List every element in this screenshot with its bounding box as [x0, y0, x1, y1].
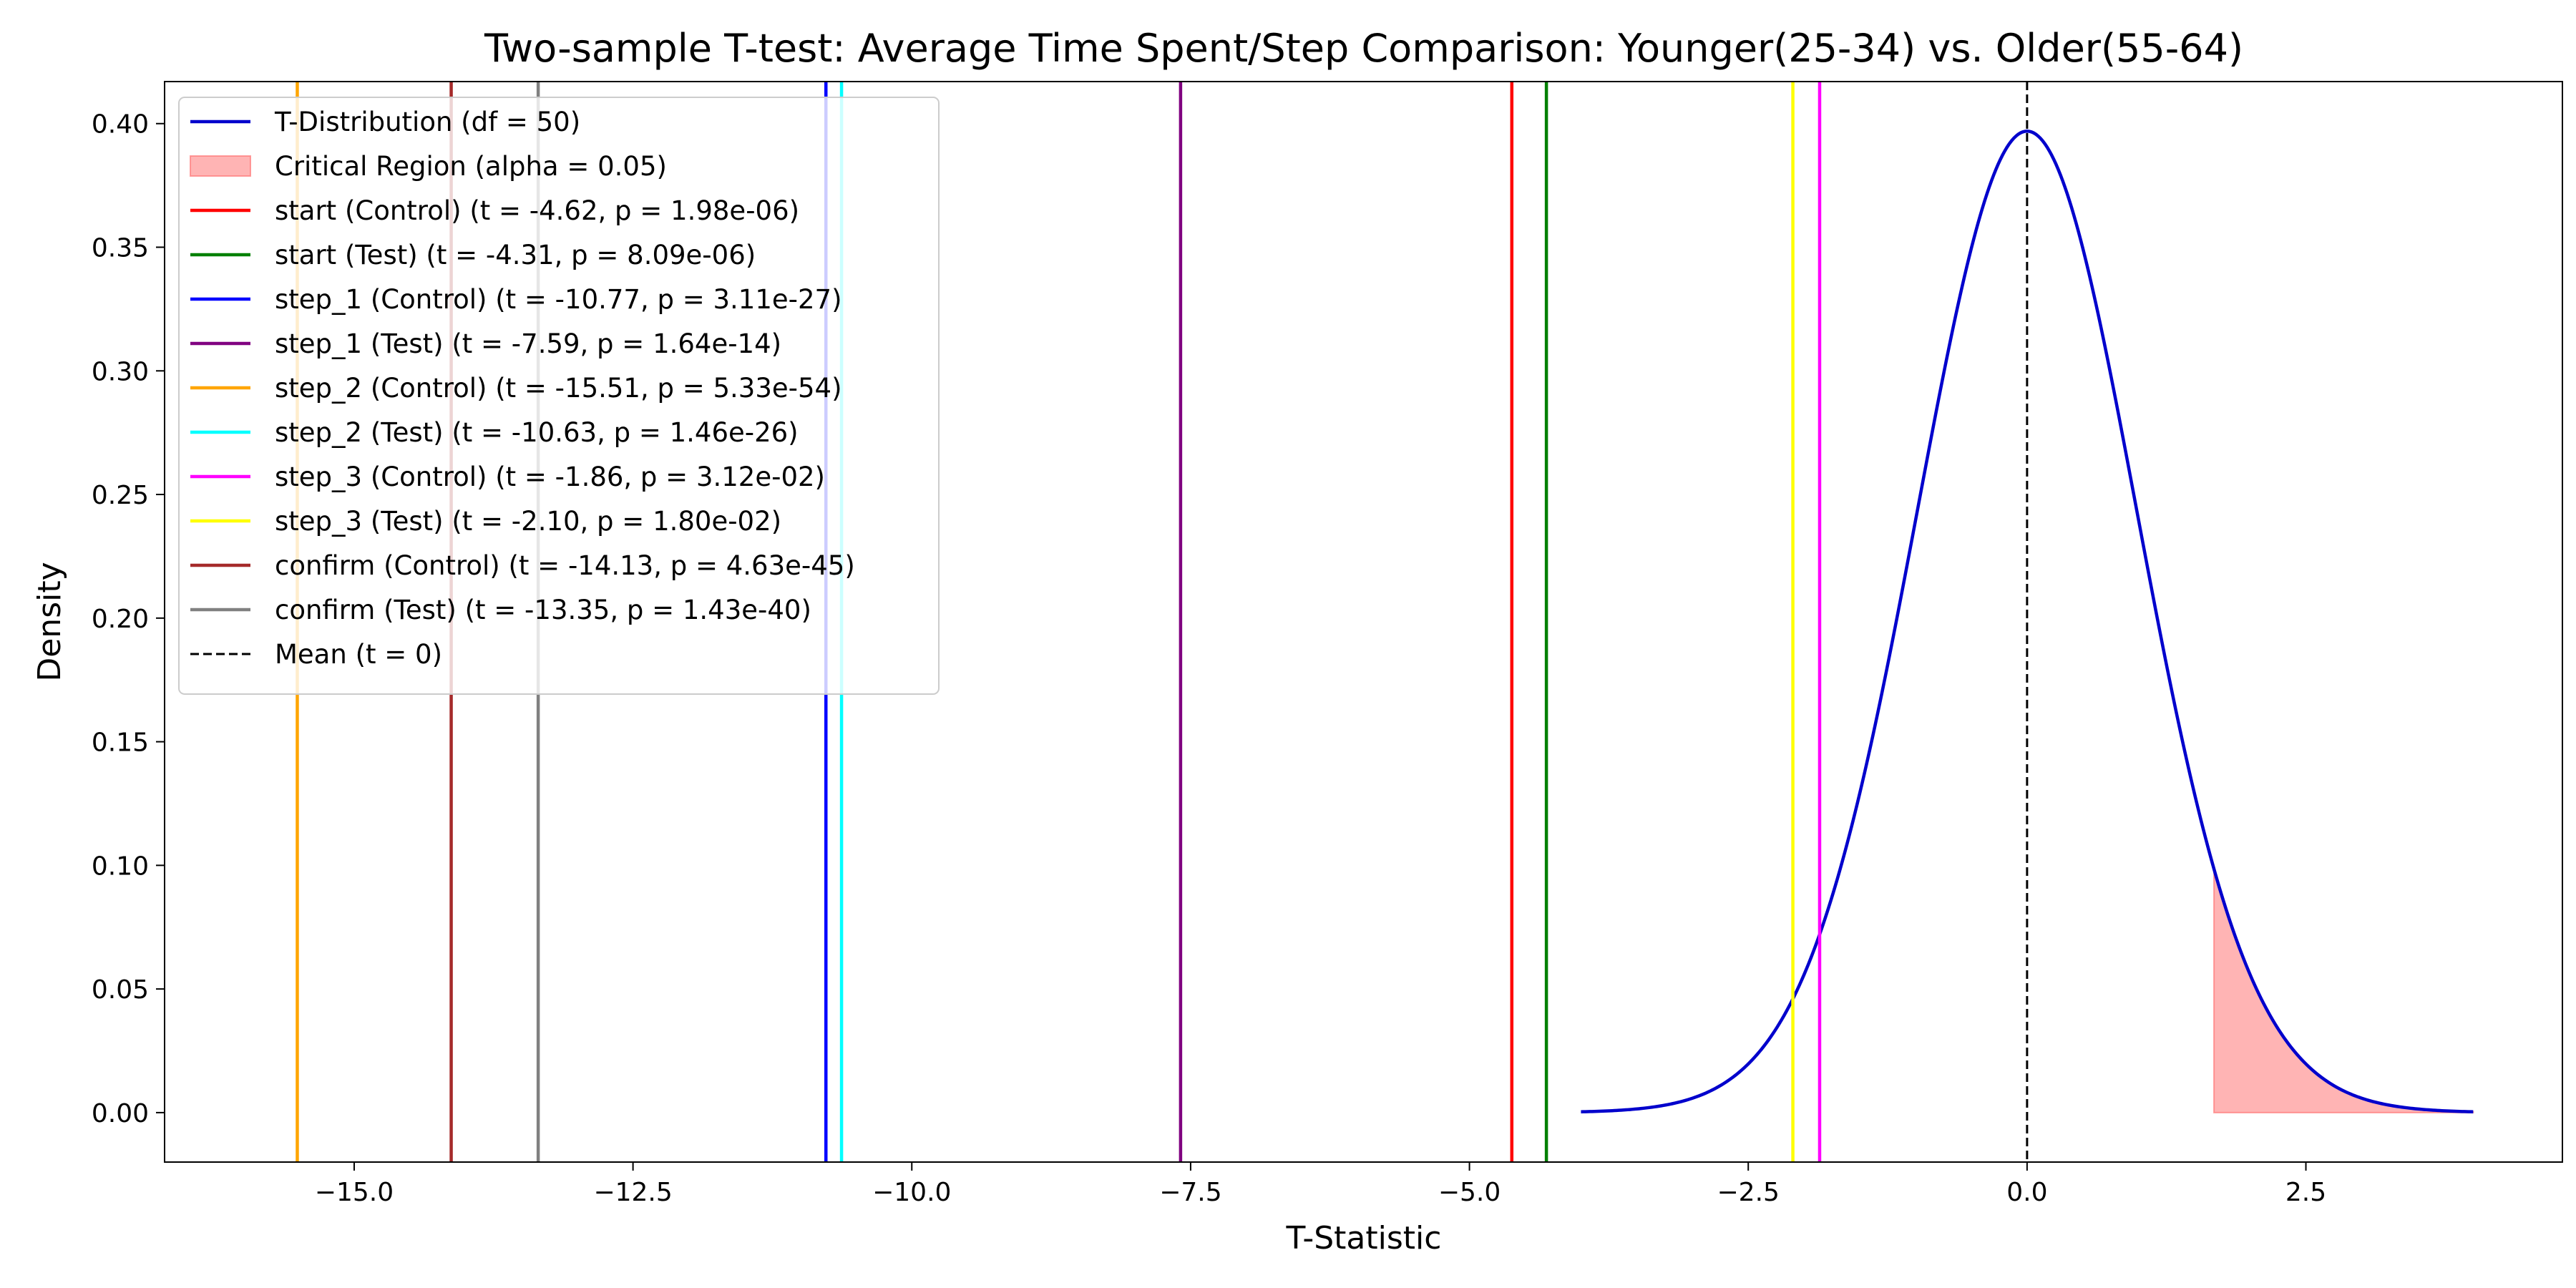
legend-label: step_1 (Control) (t = -10.77, p = 3.11e-… — [275, 284, 842, 315]
axes: −15.0 −12.5 −10.0 −7.5 −5.0 −2.5 0.0 2.5 0.00 0.0… — [92, 81, 2563, 1207]
legend-entry-distribution: T-Distribution (df = 50) — [190, 107, 580, 137]
x-tick-label-2: −10.0 — [872, 1178, 951, 1207]
chart-title: Two-sample T-test: Average Time Spent/St… — [484, 26, 2243, 71]
critical-region-fill — [2213, 869, 2474, 1113]
y-axis-label: Density — [31, 562, 68, 681]
x-tick-label-6: 0.0 — [2006, 1178, 2047, 1207]
y-tick-label-5: 0.25 — [92, 481, 149, 510]
legend-box — [178, 97, 940, 695]
legend-label: confirm (Control) (t = -14.13, p = 4.63e… — [275, 550, 855, 581]
x-tick-label-4: −5.0 — [1438, 1178, 1501, 1207]
legend-label: step_3 (Control) (t = -1.86, p = 3.12e-0… — [275, 462, 825, 492]
legend-entry-mean: Mean (t = 0) — [190, 639, 442, 670]
legend: T-Distribution (df = 50) Critical Region … — [178, 97, 940, 695]
legend-label: start (Control) (t = -4.62, p = 1.98e-06… — [275, 195, 799, 226]
y-tick-label-2: 0.10 — [92, 852, 149, 881]
legend-entry-t-line-9: confirm (Test) (t = -13.35, p = 1.43e-40… — [190, 595, 811, 625]
x-axis-label: T-Statistic — [1286, 1220, 1442, 1257]
legend-label: step_3 (Test) (t = -2.10, p = 1.80e-02) — [275, 506, 781, 537]
legend-entry-t-line-0: start (Control) (t = -4.62, p = 1.98e-06… — [190, 195, 799, 226]
x-tick-label-5: −2.5 — [1717, 1178, 1780, 1207]
legend-entry-t-line-3: step_1 (Test) (t = -7.59, p = 1.64e-14) — [190, 328, 781, 359]
legend-label: Mean (t = 0) — [275, 639, 442, 670]
legend-label: step_1 (Test) (t = -7.59, p = 1.64e-14) — [275, 328, 781, 359]
legend-entry-critical-region: Critical Region (alpha = 0.05) — [190, 151, 667, 182]
y-tick-label-7: 0.35 — [92, 234, 149, 263]
legend-label: step_2 (Test) (t = -10.63, p = 1.46e-26) — [275, 417, 799, 448]
y-tick-label-8: 0.40 — [92, 110, 149, 140]
x-tick-label-0: −15.0 — [315, 1178, 394, 1207]
x-tick-label-7: 2.5 — [2285, 1178, 2326, 1207]
x-tick-label-1: −12.5 — [593, 1178, 672, 1207]
legend-entry-t-line-2: step_1 (Control) (t = -10.77, p = 3.11e-… — [190, 284, 842, 315]
legend-entry-t-line-8: confirm (Control) (t = -14.13, p = 4.63e… — [190, 550, 855, 581]
legend-label: start (Test) (t = -4.31, p = 8.09e-06) — [275, 240, 756, 270]
legend-entry-t-line-6: step_3 (Control) (t = -1.86, p = 3.12e-0… — [190, 462, 825, 492]
y-tick-label-1: 0.05 — [92, 975, 149, 1005]
legend-entry-t-line-4: step_2 (Control) (t = -15.51, p = 5.33e-… — [190, 373, 842, 404]
y-tick-label-6: 0.30 — [92, 357, 149, 386]
y-tick-label-4: 0.20 — [92, 605, 149, 634]
legend-label: confirm (Test) (t = -13.35, p = 1.43e-40… — [275, 595, 811, 625]
x-tick-label-3: −7.5 — [1159, 1178, 1221, 1207]
legend-label: step_2 (Control) (t = -15.51, p = 5.33e-… — [275, 373, 842, 404]
legend-label: Critical Region (alpha = 0.05) — [275, 151, 667, 182]
legend-swatch — [190, 155, 251, 177]
legend-entry-t-line-1: start (Test) (t = -4.31, p = 8.09e-06) — [190, 240, 756, 270]
legend-entry-t-line-7: step_3 (Test) (t = -2.10, p = 1.80e-02) — [190, 506, 781, 537]
legend-entry-t-line-5: step_2 (Test) (t = -10.63, p = 1.46e-26) — [190, 417, 799, 448]
y-tick-label-3: 0.15 — [92, 728, 149, 758]
y-tick-label-0: 0.00 — [92, 1099, 149, 1128]
plot-frame — [164, 81, 2563, 1163]
legend-label: T-Distribution (df = 50) — [274, 107, 580, 137]
t-distribution-curve — [1581, 130, 2474, 1113]
